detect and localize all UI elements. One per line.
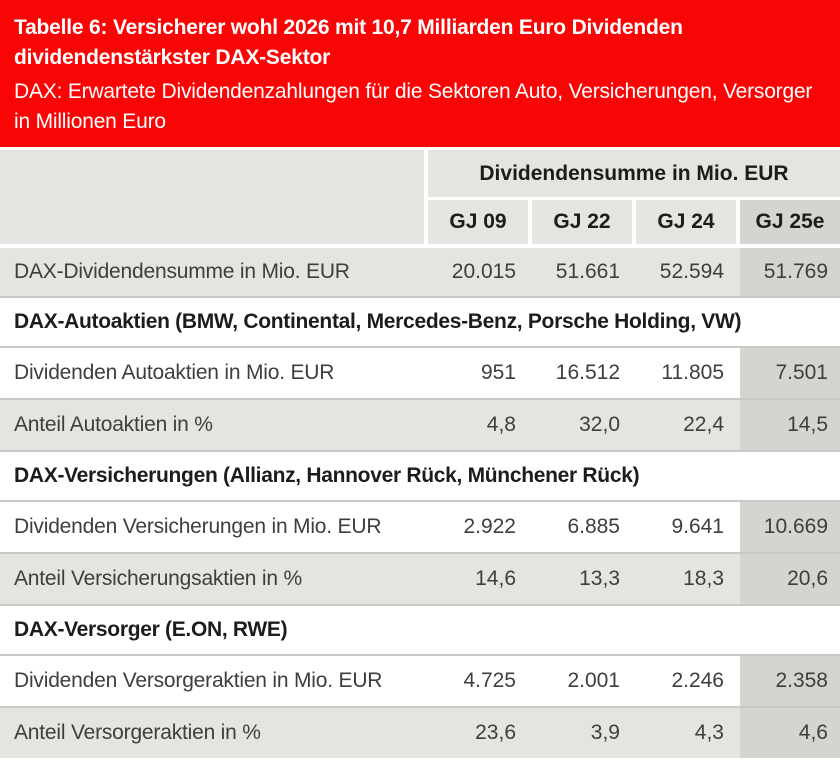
header-label-spacer (0, 150, 424, 244)
table-row: DAX-Dividendensumme in Mio. EUR 20.015 5… (0, 248, 840, 296)
table-title-banner: Tabelle 6: Versicherer wohl 2026 mit 10,… (0, 0, 840, 147)
cell-gj09: 23,6 (475, 721, 516, 744)
cell-gj25e: 51.769 (740, 248, 840, 296)
column-group-header: Dividendensumme in Mio. EUR (428, 150, 840, 197)
cell-gj09: 4.725 (463, 669, 516, 692)
column-header-gj09: GJ 09 (428, 200, 528, 244)
cell-gj25e: 2.358 (740, 656, 840, 706)
page-title: Tabelle 6: Versicherer wohl 2026 mit 10,… (14, 16, 683, 69)
table-row: Dividenden Versicherungen in Mio. EUR 2.… (0, 500, 840, 552)
column-header-gj24: GJ 24 (636, 200, 736, 244)
cell-gj09: 4,8 (486, 413, 516, 436)
cell-gj09: 14,6 (475, 567, 516, 590)
cell-gj22: 6.885 (567, 515, 620, 538)
section-header-autoaktien: DAX-Autoaktien (BMW, Continental, Merced… (0, 296, 840, 346)
cell-gj24: 11.805 (661, 361, 724, 384)
row-label: Dividenden Versorgeraktien in Mio. EUR (14, 669, 383, 692)
section-header-versicherungen: DAX-Versicherungen (Allianz, Hannover Rü… (0, 450, 840, 500)
page-subtitle: DAX: Erwartete Dividendenzahlungen für d… (14, 80, 813, 133)
cell-gj22: 51.661 (555, 260, 620, 283)
cell-gj25e: 7.501 (740, 348, 840, 398)
row-label: Anteil Versorgeraktien in % (14, 721, 261, 744)
row-label: Anteil Versicherungsaktien in % (14, 567, 302, 590)
cell-gj22: 16.512 (555, 361, 620, 384)
cell-gj24: 52.594 (659, 260, 724, 283)
row-label: Dividenden Autoaktien in Mio. EUR (14, 361, 335, 384)
cell-gj22: 3,9 (590, 721, 620, 744)
cell-gj22: 32,0 (579, 413, 620, 436)
table-row: Dividenden Autoaktien in Mio. EUR 951 16… (0, 346, 840, 398)
table-row: Anteil Versicherungsaktien in % 14,6 13,… (0, 552, 840, 604)
table-row: Anteil Versorgeraktien in % 23,6 3,9 4,3… (0, 706, 840, 758)
cell-gj22: 2.001 (567, 669, 620, 692)
cell-gj09: 2.922 (463, 515, 516, 538)
row-label: Dividenden Versicherungen in Mio. EUR (14, 515, 382, 538)
table-header: Dividendensumme in Mio. EUR GJ 09 GJ 22 … (0, 150, 840, 244)
cell-gj24: 9.641 (671, 515, 724, 538)
cell-gj25e: 20,6 (740, 554, 840, 604)
cell-gj25e: 10.669 (740, 502, 840, 552)
cell-gj09: 951 (480, 361, 516, 384)
cell-gj22: 13,3 (579, 567, 620, 590)
column-header-gj25e: GJ 25e (740, 200, 840, 244)
cell-gj24: 22,4 (683, 413, 724, 436)
table-row: Anteil Autoaktien in % 4,8 32,0 22,4 14,… (0, 398, 840, 450)
row-label: Anteil Autoaktien in % (14, 413, 213, 436)
row-label: DAX-Dividendensumme in Mio. EUR (14, 260, 350, 283)
cell-gj25e: 4,6 (740, 708, 840, 758)
cell-gj24: 2.246 (671, 669, 724, 692)
cell-gj24: 4,3 (694, 721, 724, 744)
cell-gj24: 18,3 (683, 567, 724, 590)
cell-gj09: 20.015 (451, 260, 516, 283)
column-header-gj22: GJ 22 (532, 200, 632, 244)
section-header-versorger: DAX-Versorger (E.ON, RWE) (0, 604, 840, 654)
table-row: Dividenden Versorgeraktien in Mio. EUR 4… (0, 654, 840, 706)
cell-gj25e: 14,5 (740, 400, 840, 450)
